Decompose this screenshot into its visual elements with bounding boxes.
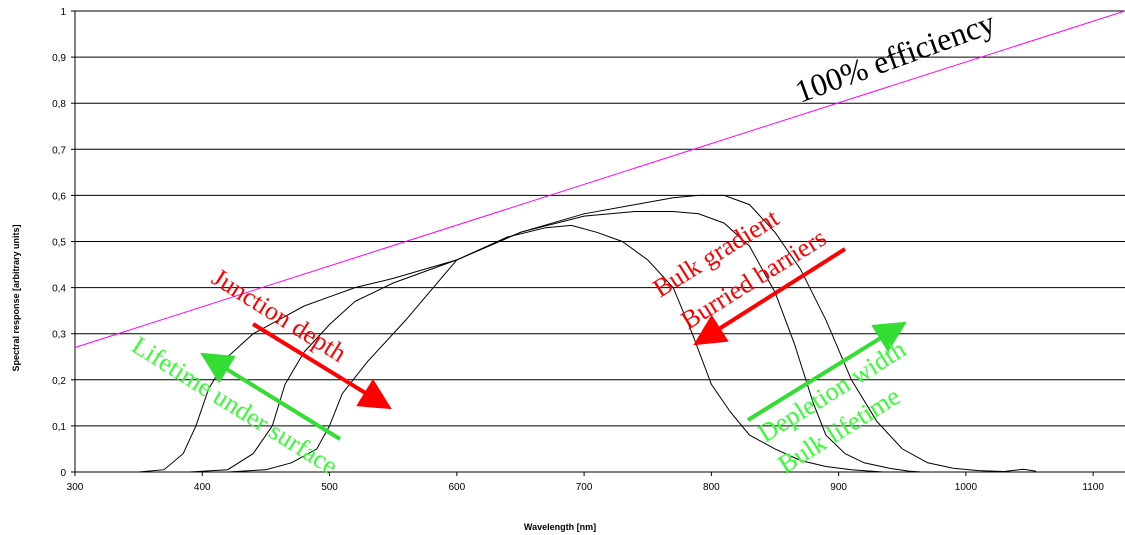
efficiency-reference-line <box>74 10 1125 349</box>
y-tick-label: 0,1 <box>52 422 66 433</box>
x-tick-label: 800 <box>703 482 720 493</box>
y-tick-label: 0,9 <box>52 53 66 64</box>
junction-depth-label: Junction depth <box>207 262 352 367</box>
grid-lines <box>75 10 1125 473</box>
y-tick-label: 0,6 <box>52 191 66 202</box>
x-tick-label: 700 <box>576 482 593 493</box>
axes <box>71 10 1125 476</box>
y-tick-label: 0,5 <box>52 238 66 249</box>
y-tick-label: 0 <box>60 468 66 479</box>
y-tick-label: 0,3 <box>52 330 66 341</box>
x-tick-label: 500 <box>321 482 338 493</box>
y-axis-label: Spectral response [arbitrary units] <box>11 224 21 371</box>
x-tick-label: 600 <box>448 482 465 493</box>
x-axis-label: Wavelength [nm] <box>524 522 596 532</box>
depletion-width-arrow <box>746 321 907 422</box>
series-line-2 <box>189 211 922 473</box>
y-tick-label: 0,7 <box>52 145 66 156</box>
efficiency-line <box>74 10 1125 349</box>
series-line-3 <box>227 224 884 473</box>
junction-depth-arrow <box>251 322 392 410</box>
tick-labels: 0 0,1 0,2 0,3 0,4 0,5 0,6 0,7 0,8 0,9 1 300 400 500 60… <box>52 7 1104 493</box>
bulk-gradient-arrow <box>693 247 847 346</box>
y-tick-label: 0,8 <box>52 99 66 110</box>
x-tick-label: 400 <box>194 482 211 493</box>
y-tick-label: 0,4 <box>52 284 66 295</box>
lifetime-under-surface-arrow <box>200 352 342 441</box>
y-tick-label: 1 <box>60 7 66 18</box>
x-tick-label: 1000 <box>955 482 978 493</box>
x-tick-label: 300 <box>67 482 84 493</box>
x-tick-label: 1100 <box>1082 482 1104 493</box>
lifetime-under-surface-label: Lifetime under surface <box>127 330 343 480</box>
y-tick-label: 0,2 <box>52 376 66 387</box>
x-tick-label: 900 <box>830 482 847 493</box>
